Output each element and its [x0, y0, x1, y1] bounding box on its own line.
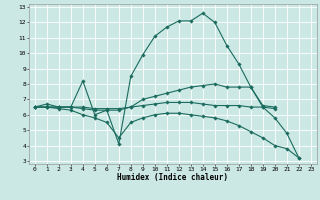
X-axis label: Humidex (Indice chaleur): Humidex (Indice chaleur)	[117, 173, 228, 182]
